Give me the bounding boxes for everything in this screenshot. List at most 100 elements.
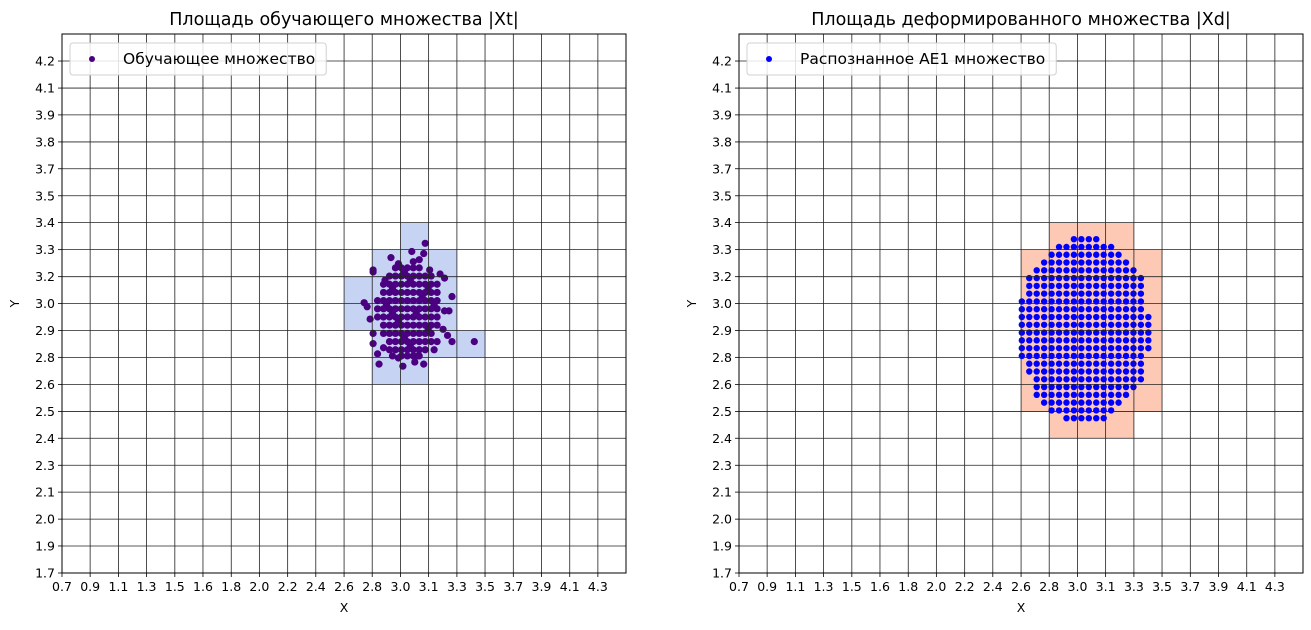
y-tick-label: 4.1 (712, 81, 732, 96)
x-tick-label: 1.8 (221, 579, 241, 594)
y-axis-label: Y (684, 299, 699, 308)
data-point (1130, 352, 1137, 360)
data-point (406, 342, 414, 350)
data-point (421, 305, 429, 313)
x-tick-label: 1.6 (193, 579, 213, 594)
data-point (1115, 399, 1122, 406)
y-tick-label: 3.9 (712, 107, 732, 122)
data-point (1070, 391, 1078, 399)
data-point (1070, 383, 1078, 391)
data-point (1137, 274, 1145, 282)
data-point (1033, 306, 1040, 313)
x-tick-label: 2.2 (278, 579, 298, 594)
data-point (1070, 344, 1078, 352)
data-point (1137, 352, 1145, 360)
data-point (421, 337, 429, 346)
data-point (1070, 259, 1078, 266)
data-point (1026, 282, 1033, 290)
x-axis-label: X (1017, 600, 1026, 615)
data-point (1130, 360, 1137, 367)
data-point (1055, 274, 1063, 282)
data-point (415, 264, 423, 272)
y-tick-label: 3.4 (35, 215, 55, 230)
x-tick-label: 4.3 (588, 579, 608, 594)
data-point (1078, 376, 1085, 383)
x-tick-label: 3.3 (1124, 579, 1144, 594)
data-point (1033, 368, 1040, 375)
x-tick-label: 2.0 (926, 579, 946, 594)
data-point (443, 331, 452, 340)
data-point (1145, 329, 1152, 336)
data-point (1107, 383, 1115, 391)
data-point (1122, 321, 1130, 328)
data-point (430, 346, 438, 354)
y-tick-label: 2.8 (35, 350, 55, 365)
data-point (426, 266, 434, 274)
data-point (373, 313, 382, 321)
grid-cell-highlight (1049, 222, 1134, 250)
data-point (369, 340, 377, 348)
data-point (1063, 267, 1070, 274)
data-point (1115, 267, 1122, 274)
data-point (1093, 243, 1100, 251)
data-point (1115, 352, 1122, 360)
data-point (424, 284, 432, 292)
data-point (1107, 360, 1115, 367)
data-point (1070, 274, 1078, 282)
x-tick-label: 3.7 (1180, 579, 1200, 594)
data-point (1063, 306, 1070, 313)
data-point (1085, 306, 1093, 313)
data-point (397, 280, 405, 288)
data-point (1040, 306, 1048, 313)
x-tick-label: 0.9 (757, 579, 777, 594)
data-point (1107, 391, 1115, 399)
data-point (1093, 414, 1100, 422)
data-point (1093, 235, 1100, 243)
x-tick-label: 1.1 (785, 579, 805, 594)
data-point (1078, 337, 1085, 344)
data-point (1070, 321, 1078, 328)
data-point (1040, 282, 1048, 290)
data-point (1063, 251, 1070, 258)
data-point (420, 249, 428, 258)
data-point (1085, 399, 1093, 406)
data-point (1048, 399, 1055, 406)
data-point (1055, 360, 1063, 367)
data-point (1130, 368, 1137, 375)
data-point (1026, 344, 1033, 352)
data-point (1063, 360, 1070, 367)
data-point (1055, 329, 1063, 336)
x-tick-label: 3.0 (1068, 579, 1088, 594)
data-point (1137, 306, 1145, 313)
data-point (1093, 274, 1100, 282)
data-point (1018, 321, 1026, 328)
data-point (1085, 267, 1093, 274)
data-point (1085, 243, 1093, 251)
data-point (1070, 407, 1078, 414)
data-point (1026, 368, 1033, 375)
data-point (1122, 306, 1130, 313)
data-point (1048, 313, 1055, 321)
x-tick-label: 2.4 (306, 579, 326, 594)
data-point (433, 337, 441, 346)
data-point (379, 313, 388, 321)
data-point (421, 346, 429, 354)
data-point (1026, 313, 1033, 321)
y-tick-label: 2.6 (35, 377, 55, 392)
data-point (420, 360, 428, 368)
data-point (1033, 329, 1040, 336)
data-point (1130, 267, 1137, 274)
data-point (1040, 344, 1048, 352)
data-point (1055, 259, 1063, 266)
data-point (397, 288, 405, 297)
data-point (373, 350, 382, 358)
x-tick-label: 1.3 (137, 579, 157, 594)
data-point (1055, 243, 1063, 251)
data-point (1048, 259, 1055, 266)
y-tick-label: 2.6 (712, 377, 732, 392)
data-point (391, 337, 400, 346)
data-point (427, 337, 435, 346)
data-point (1055, 313, 1063, 321)
data-point (439, 325, 447, 333)
data-point (1130, 290, 1137, 297)
